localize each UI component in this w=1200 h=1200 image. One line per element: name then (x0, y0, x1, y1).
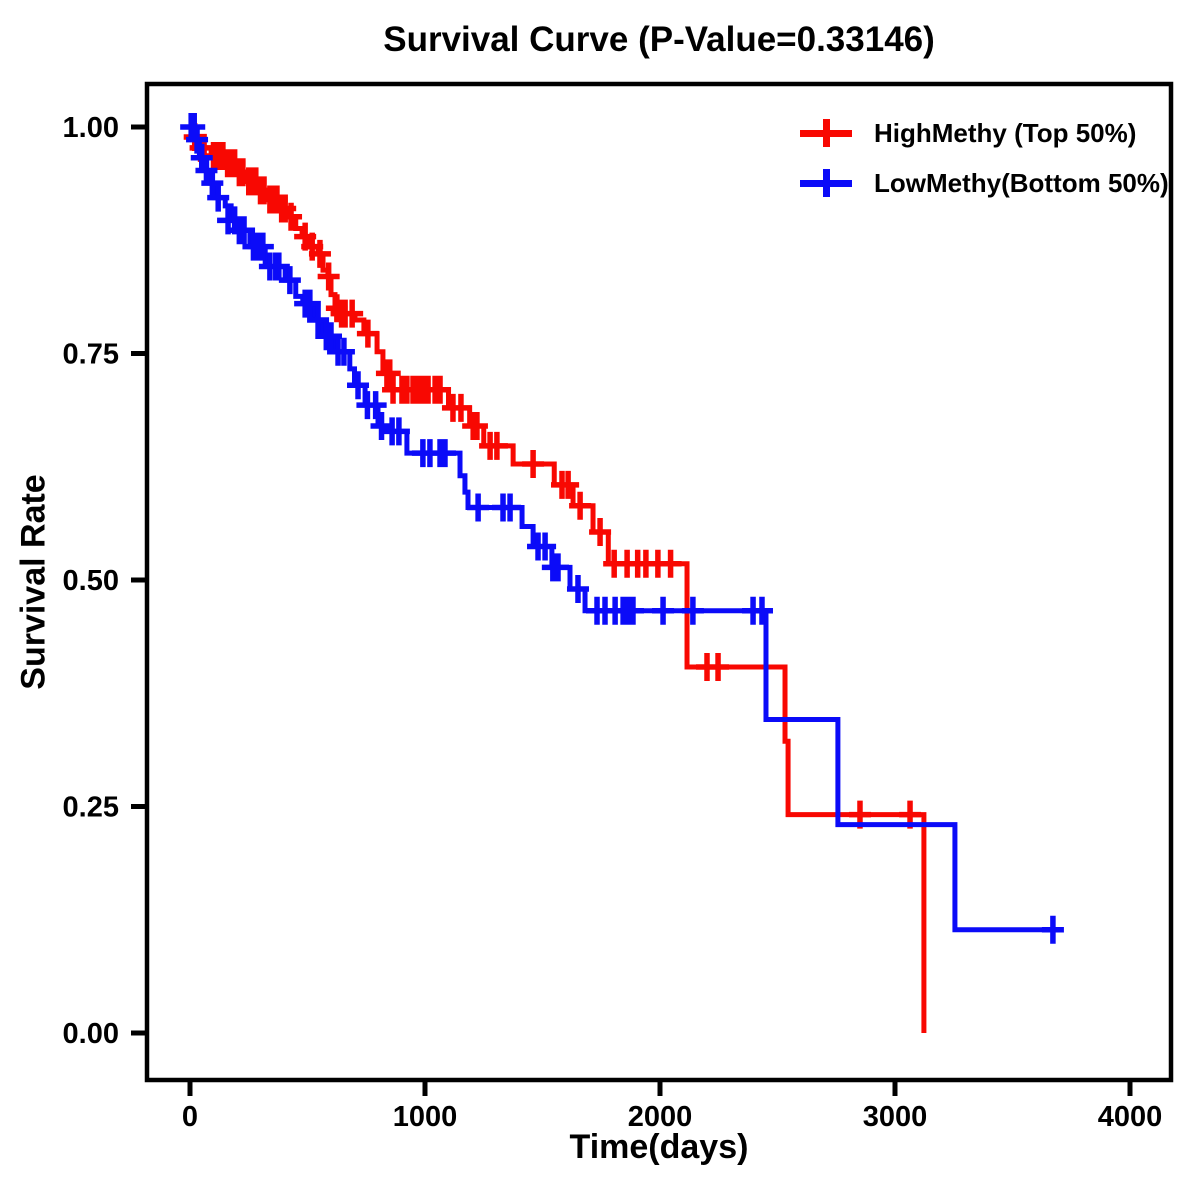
x-tick-label: 2000 (628, 1101, 693, 1133)
y-tick-label: 0.50 (63, 565, 119, 597)
legend-label-highmethy: HighMethy (Top 50%) (874, 117, 1137, 148)
x-tick-label: 1000 (393, 1101, 458, 1133)
x-tick-label: 3000 (863, 1101, 928, 1133)
plot-border (144, 81, 1174, 1083)
x-axis-label: Time(days) (569, 1128, 749, 1166)
y-tick-label: 0.25 (63, 792, 119, 824)
legend: HighMethy (Top 50%) LowMethy(Bottom 50%) (800, 108, 1169, 208)
legend-entry-lowmethy: LowMethy(Bottom 50%) (800, 158, 1169, 208)
lowmethy-plus-marker-icon (800, 167, 852, 199)
lowmethy-censor-marks (180, 113, 1064, 944)
highmethy-plus-marker-icon (800, 117, 852, 149)
y-axis-label: Survival Rate (14, 474, 53, 690)
y-tick-label: 0.00 (63, 1018, 119, 1050)
x-tick-label: 4000 (1098, 1101, 1163, 1133)
x-tick-label: 0 (182, 1101, 198, 1133)
y-tick-label: 0.75 (63, 339, 119, 371)
y-tick-label: 1.00 (63, 112, 119, 144)
legend-entry-highmethy: HighMethy (Top 50%) (800, 108, 1169, 158)
chart-title: Survival Curve (P-Value=0.33146) (383, 20, 935, 59)
legend-label-lowmethy: LowMethy(Bottom 50%) (874, 167, 1169, 198)
